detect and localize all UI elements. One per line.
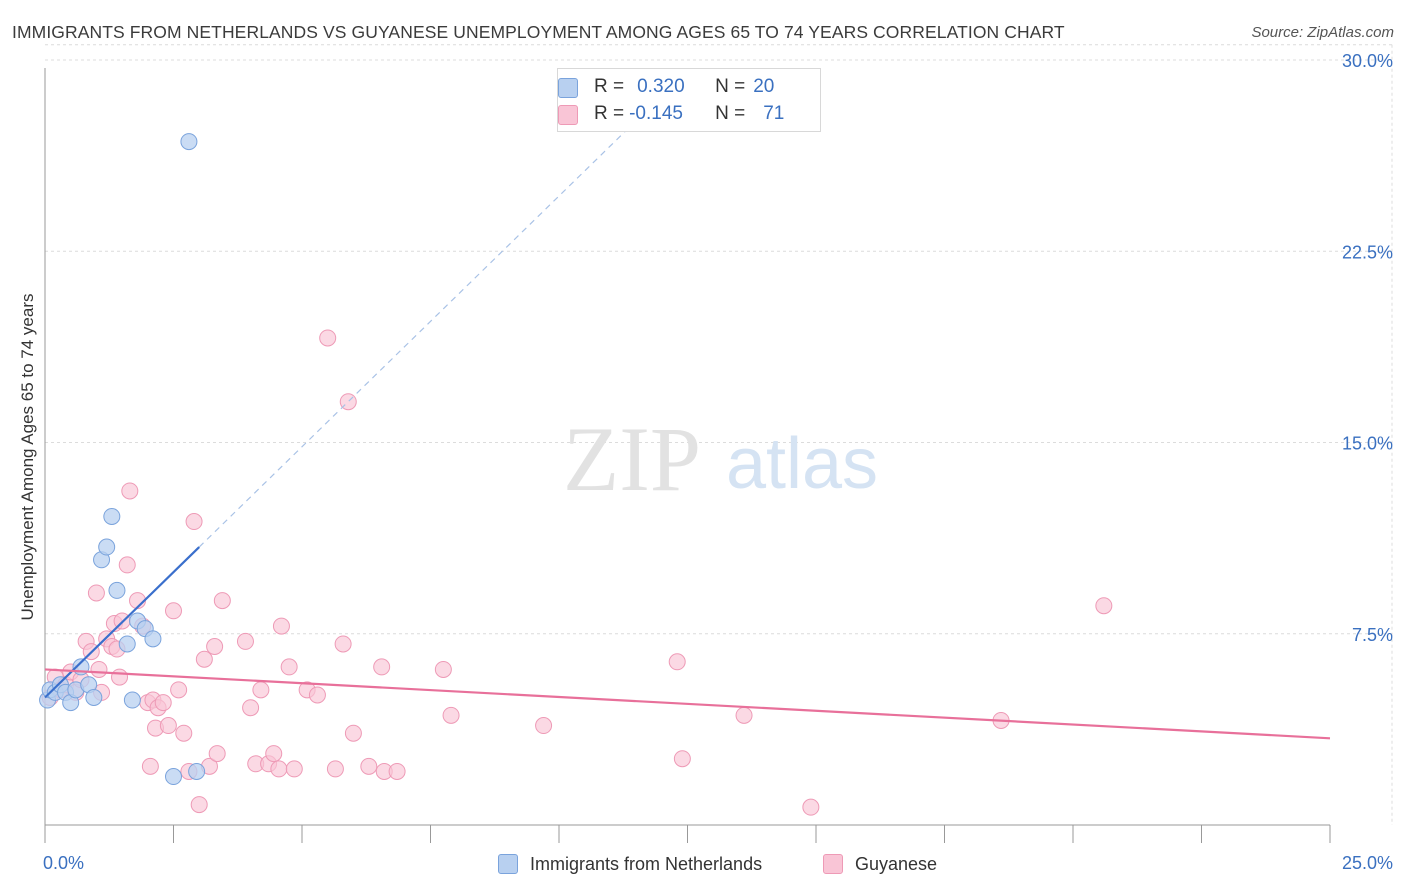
- guyanese-point-57: [360, 757, 378, 775]
- guyanese-point-35: [195, 650, 213, 668]
- guyanese-point-66: [735, 706, 753, 724]
- grid-lines: [45, 44, 1393, 825]
- y-tick-label-1: 15.0%: [1342, 434, 1393, 454]
- guyanese-point-18: [118, 556, 136, 574]
- netherlands-point-12: [103, 507, 121, 525]
- netherlands-point-19: [165, 768, 182, 786]
- guyanese-point-29: [165, 602, 182, 620]
- guyanese-point-27: [154, 694, 172, 712]
- source-label: Source: ZipAtlas.com: [1251, 24, 1394, 41]
- y-tick-label-3: 30.0%: [1342, 51, 1393, 71]
- legend-row-guyanese: R = -0.145 N = 71: [558, 102, 785, 126]
- x-tick-label-min: 0.0%: [43, 853, 84, 873]
- legend-r-label-2: R =: [594, 103, 625, 124]
- guyanese-point-58: [373, 658, 391, 676]
- pink-swatch: [558, 105, 578, 125]
- guyanese-point-51: [308, 686, 326, 704]
- guyanese-points: [41, 329, 1113, 816]
- guyanese-point-37: [206, 638, 224, 655]
- guyanese-point-63: [535, 717, 553, 735]
- bottom-pink-swatch: [823, 854, 843, 874]
- guyanese-point-64: [668, 653, 686, 671]
- y-tick-label-2: 22.5%: [1342, 242, 1393, 262]
- guyanese-point-48: [280, 658, 298, 676]
- guyanese-point-30: [170, 681, 188, 699]
- y-tick-label-0: 7.5%: [1352, 625, 1393, 645]
- netherlands-point-15: [123, 691, 141, 709]
- guyanese-point-47: [272, 617, 290, 635]
- netherlands-point-11: [98, 538, 116, 556]
- legend-n-label-2: N =: [715, 103, 746, 124]
- trend-lines: [44, 95, 1331, 740]
- netherlands-point-18: [144, 630, 162, 648]
- netherlands-point-13: [108, 581, 126, 599]
- guyanese-point-65: [673, 750, 691, 768]
- tick-labels: 7.5% 15.0% 22.5% 30.0% 0.0% 25.0%: [43, 51, 1393, 873]
- bottom-legend-label-2: Guyanese: [855, 853, 938, 874]
- guyanese-point-31: [175, 724, 193, 742]
- guyanese-point-39: [213, 592, 231, 610]
- netherlands-point-21: [188, 762, 206, 780]
- legend-row-netherlands: R = 0.320 N = 20: [558, 75, 775, 99]
- guyanese-point-46: [270, 760, 288, 778]
- guyanese-point-16: [111, 668, 129, 686]
- guyanese-point-38: [208, 745, 226, 763]
- guyanese-point-41: [242, 699, 260, 717]
- legend-r-value-2: -0.145: [629, 103, 683, 124]
- bottom-legend-label-1: Immigrants from Netherlands: [530, 853, 763, 874]
- guyanese-point-34: [190, 796, 208, 814]
- guyanese-point-23: [141, 757, 159, 775]
- chart-title: IMMIGRANTS FROM NETHERLANDS VS GUYANESE …: [12, 22, 1065, 42]
- guyanese-point-28: [159, 717, 177, 735]
- guyanese-point-49: [285, 760, 303, 778]
- legend-n-label-1: N =: [715, 76, 746, 97]
- y-axis-label: Unemployment Among Ages 65 to 74 years: [18, 293, 37, 621]
- correlation-legend: R = 0.320 N = 20 R = -0.145 N = 71: [557, 68, 821, 132]
- x-tick-label-max: 25.0%: [1342, 853, 1393, 873]
- legend-r-label-1: R =: [594, 76, 625, 97]
- guyanese-point-61: [434, 660, 452, 678]
- guyanese-point-10: [90, 660, 108, 678]
- netherlands-trend-line: [44, 546, 200, 699]
- guyanese-trend-line: [44, 668, 1331, 740]
- guyanese-point-40: [236, 632, 254, 650]
- bottom-legend-netherlands: Immigrants from Netherlands: [498, 852, 762, 876]
- guyanese-point-43: [252, 681, 270, 699]
- netherlands-point-9: [85, 689, 103, 706]
- guyanese-point-53: [326, 760, 344, 778]
- guyanese-point-52: [319, 329, 337, 347]
- guyanese-point-67: [802, 798, 820, 816]
- netherlands-point-20: [180, 133, 198, 151]
- guyanese-point-45: [265, 745, 283, 763]
- guyanese-point-69: [1095, 597, 1113, 615]
- legend-r-value-1: 0.320: [637, 76, 685, 97]
- guyanese-point-62: [442, 706, 460, 724]
- blue-swatch: [558, 78, 578, 98]
- netherlands-trend-extension: [198, 95, 663, 548]
- guyanese-point-9: [87, 584, 105, 602]
- netherlands-point-14: [118, 635, 136, 653]
- bottom-legend-guyanese: Guyanese: [823, 852, 937, 876]
- guyanese-point-56: [344, 724, 362, 742]
- watermark-zip: ZIP: [563, 408, 701, 510]
- guyanese-point-54: [334, 635, 352, 653]
- legend-n-value-2: 71: [763, 103, 785, 124]
- guyanese-point-33: [185, 513, 203, 531]
- guyanese-point-19: [121, 482, 139, 500]
- watermark-atlas: atlas: [726, 424, 878, 504]
- bottom-blue-swatch: [498, 854, 518, 874]
- legend-n-value-1: 20: [753, 76, 775, 97]
- guyanese-point-60: [388, 762, 406, 780]
